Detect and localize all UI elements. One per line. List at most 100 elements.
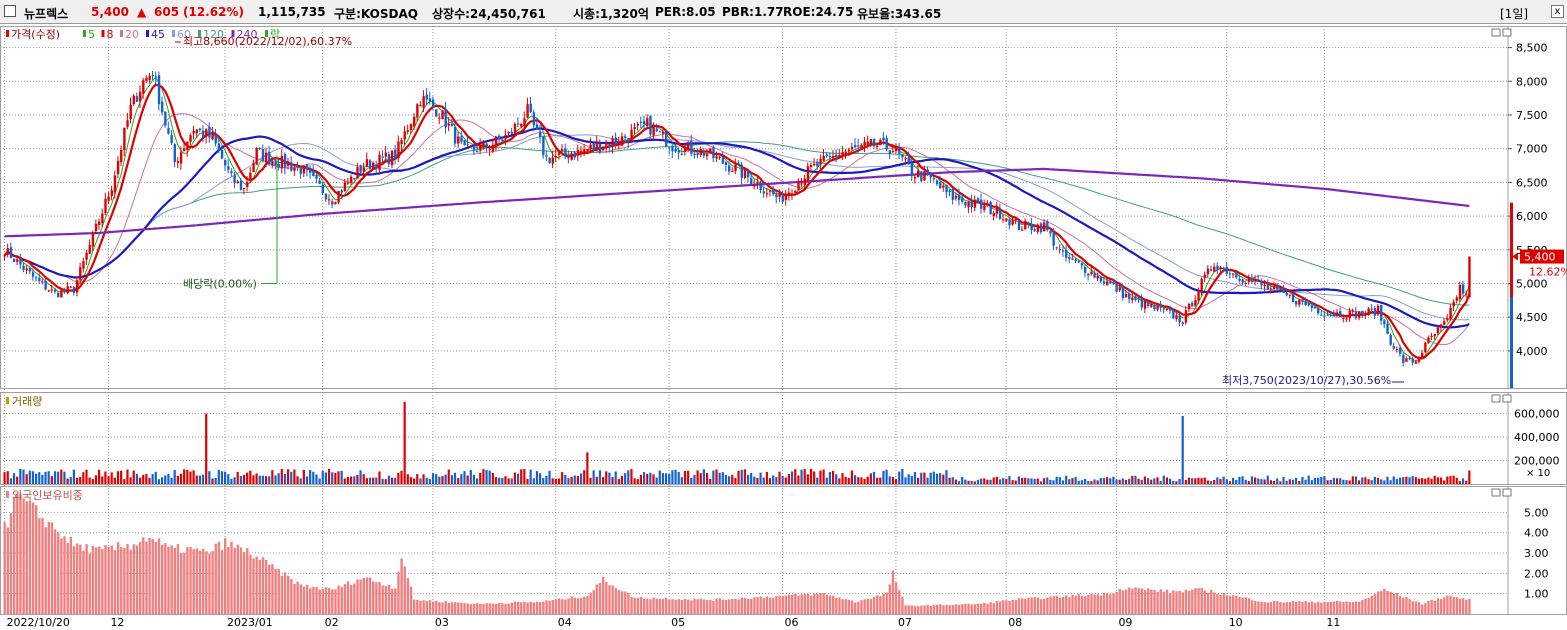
- candle-body: [488, 149, 491, 151]
- candle-body: [671, 146, 674, 152]
- x-tick-label: 06: [785, 616, 799, 629]
- candle-body: [98, 221, 101, 225]
- volume-bar: [1335, 478, 1339, 484]
- volume-bar: [186, 469, 189, 484]
- foreign-bar: [183, 552, 186, 614]
- volume-bar: [967, 480, 970, 484]
- volume-bar: [920, 472, 923, 484]
- candle-body: [151, 75, 154, 77]
- candle-body: [450, 123, 454, 127]
- volume-bar: [138, 477, 142, 484]
- candle-body: [513, 124, 517, 134]
- foreign-bar: [60, 538, 63, 614]
- volume-bar: [290, 471, 293, 484]
- volume-bar: [233, 477, 236, 484]
- candle-body: [264, 152, 268, 163]
- foreign-bar: [1121, 590, 1125, 614]
- candle-body: [441, 110, 444, 120]
- candle-body: [242, 188, 246, 190]
- candle-body: [831, 156, 835, 159]
- volume-bar: [1310, 480, 1313, 484]
- volume-bar: [132, 470, 135, 484]
- stock-info-bar: 뉴프렉스 5,400 ▲ 605 (12.62%) 1,115,735 구분:K…: [0, 0, 1567, 24]
- foreign-bar: [932, 604, 936, 614]
- foreign-bar: [1345, 601, 1348, 614]
- volume-bar: [161, 477, 164, 484]
- volume-bar: [324, 472, 327, 484]
- x-tick-label: 09: [1118, 616, 1132, 629]
- ma8-line: [3, 83, 1471, 360]
- candle-body: [428, 98, 432, 102]
- volume-bar: [1187, 477, 1191, 484]
- candle-body: [113, 175, 117, 193]
- candle-body: [138, 91, 142, 102]
- candle-body: [1178, 315, 1181, 323]
- foreign-tick-label: 4.00: [1524, 527, 1549, 540]
- volume-bar: [567, 478, 570, 484]
- foreign-bar: [642, 598, 646, 614]
- period-selector[interactable]: [1일]: [1500, 7, 1529, 21]
- foreign-bar: [1222, 592, 1225, 614]
- foreign-bar: [25, 501, 28, 614]
- volume-bar: [1055, 476, 1058, 484]
- foreign-bar: [82, 550, 85, 614]
- candle-body: [1187, 303, 1191, 310]
- volume-bar: [822, 469, 825, 484]
- volume-bar: [12, 473, 16, 484]
- close-icon[interactable]: x: [1551, 5, 1564, 18]
- foreign-bar: [1058, 597, 1062, 614]
- foreign-bar: [63, 536, 66, 614]
- foreign-bar: [1257, 601, 1260, 614]
- candle-body: [1335, 312, 1339, 316]
- candle-body: [425, 94, 428, 100]
- foreign-bar: [1254, 600, 1257, 614]
- volume-bar: [740, 469, 743, 484]
- candle-body: [318, 180, 321, 184]
- candle-body: [444, 109, 447, 128]
- foreign-bar: [809, 595, 813, 614]
- candle-body: [945, 185, 948, 193]
- foreign-bar: [1433, 600, 1436, 614]
- volume-bar: [973, 481, 976, 484]
- foreign-bar: [1039, 599, 1043, 614]
- volume-bar: [173, 470, 176, 484]
- volume-bar: [942, 474, 945, 484]
- foreign-bar: [847, 599, 851, 614]
- foreign-bar: [309, 588, 312, 614]
- volume-bar: [1452, 475, 1455, 484]
- volume-tick-label: 600,000: [1514, 408, 1560, 421]
- foreign-bar: [435, 600, 438, 614]
- foreign-bar: [696, 599, 699, 614]
- candle-body: [1027, 222, 1030, 224]
- legend-swatch: [6, 30, 9, 37]
- foreign-bar: [1392, 593, 1396, 614]
- volume-bar: [312, 471, 315, 484]
- candle-body: [1102, 281, 1106, 284]
- select-checkbox[interactable]: [4, 5, 16, 17]
- volume-bar: [1228, 481, 1232, 484]
- candle-body: [315, 174, 318, 179]
- volume-bar: [299, 478, 302, 484]
- foreign-bar: [545, 600, 548, 614]
- volume-bar: [813, 471, 816, 484]
- candle-body: [740, 164, 743, 178]
- candle-body: [1175, 315, 1178, 320]
- ma5-line: [4, 76, 1470, 362]
- candle-body: [9, 247, 13, 259]
- foreign-bar: [907, 605, 910, 614]
- volume-bar: [1405, 476, 1408, 484]
- foreign-bar: [1184, 589, 1188, 614]
- volume-bar: [438, 476, 441, 484]
- foreign-bar: [1175, 591, 1178, 614]
- volume-bar: [1017, 476, 1020, 484]
- foreign-bar: [1301, 601, 1304, 614]
- candle-body: [403, 131, 406, 140]
- foreign-bar: [794, 593, 797, 614]
- candle-body: [1159, 304, 1162, 308]
- foreign-bar: [208, 553, 211, 614]
- volume-bar: [1282, 476, 1285, 484]
- foreign-bar: [633, 597, 636, 614]
- volume-bar: [3, 472, 6, 484]
- candle-body: [469, 146, 473, 148]
- today-range-bar: [1510, 202, 1513, 297]
